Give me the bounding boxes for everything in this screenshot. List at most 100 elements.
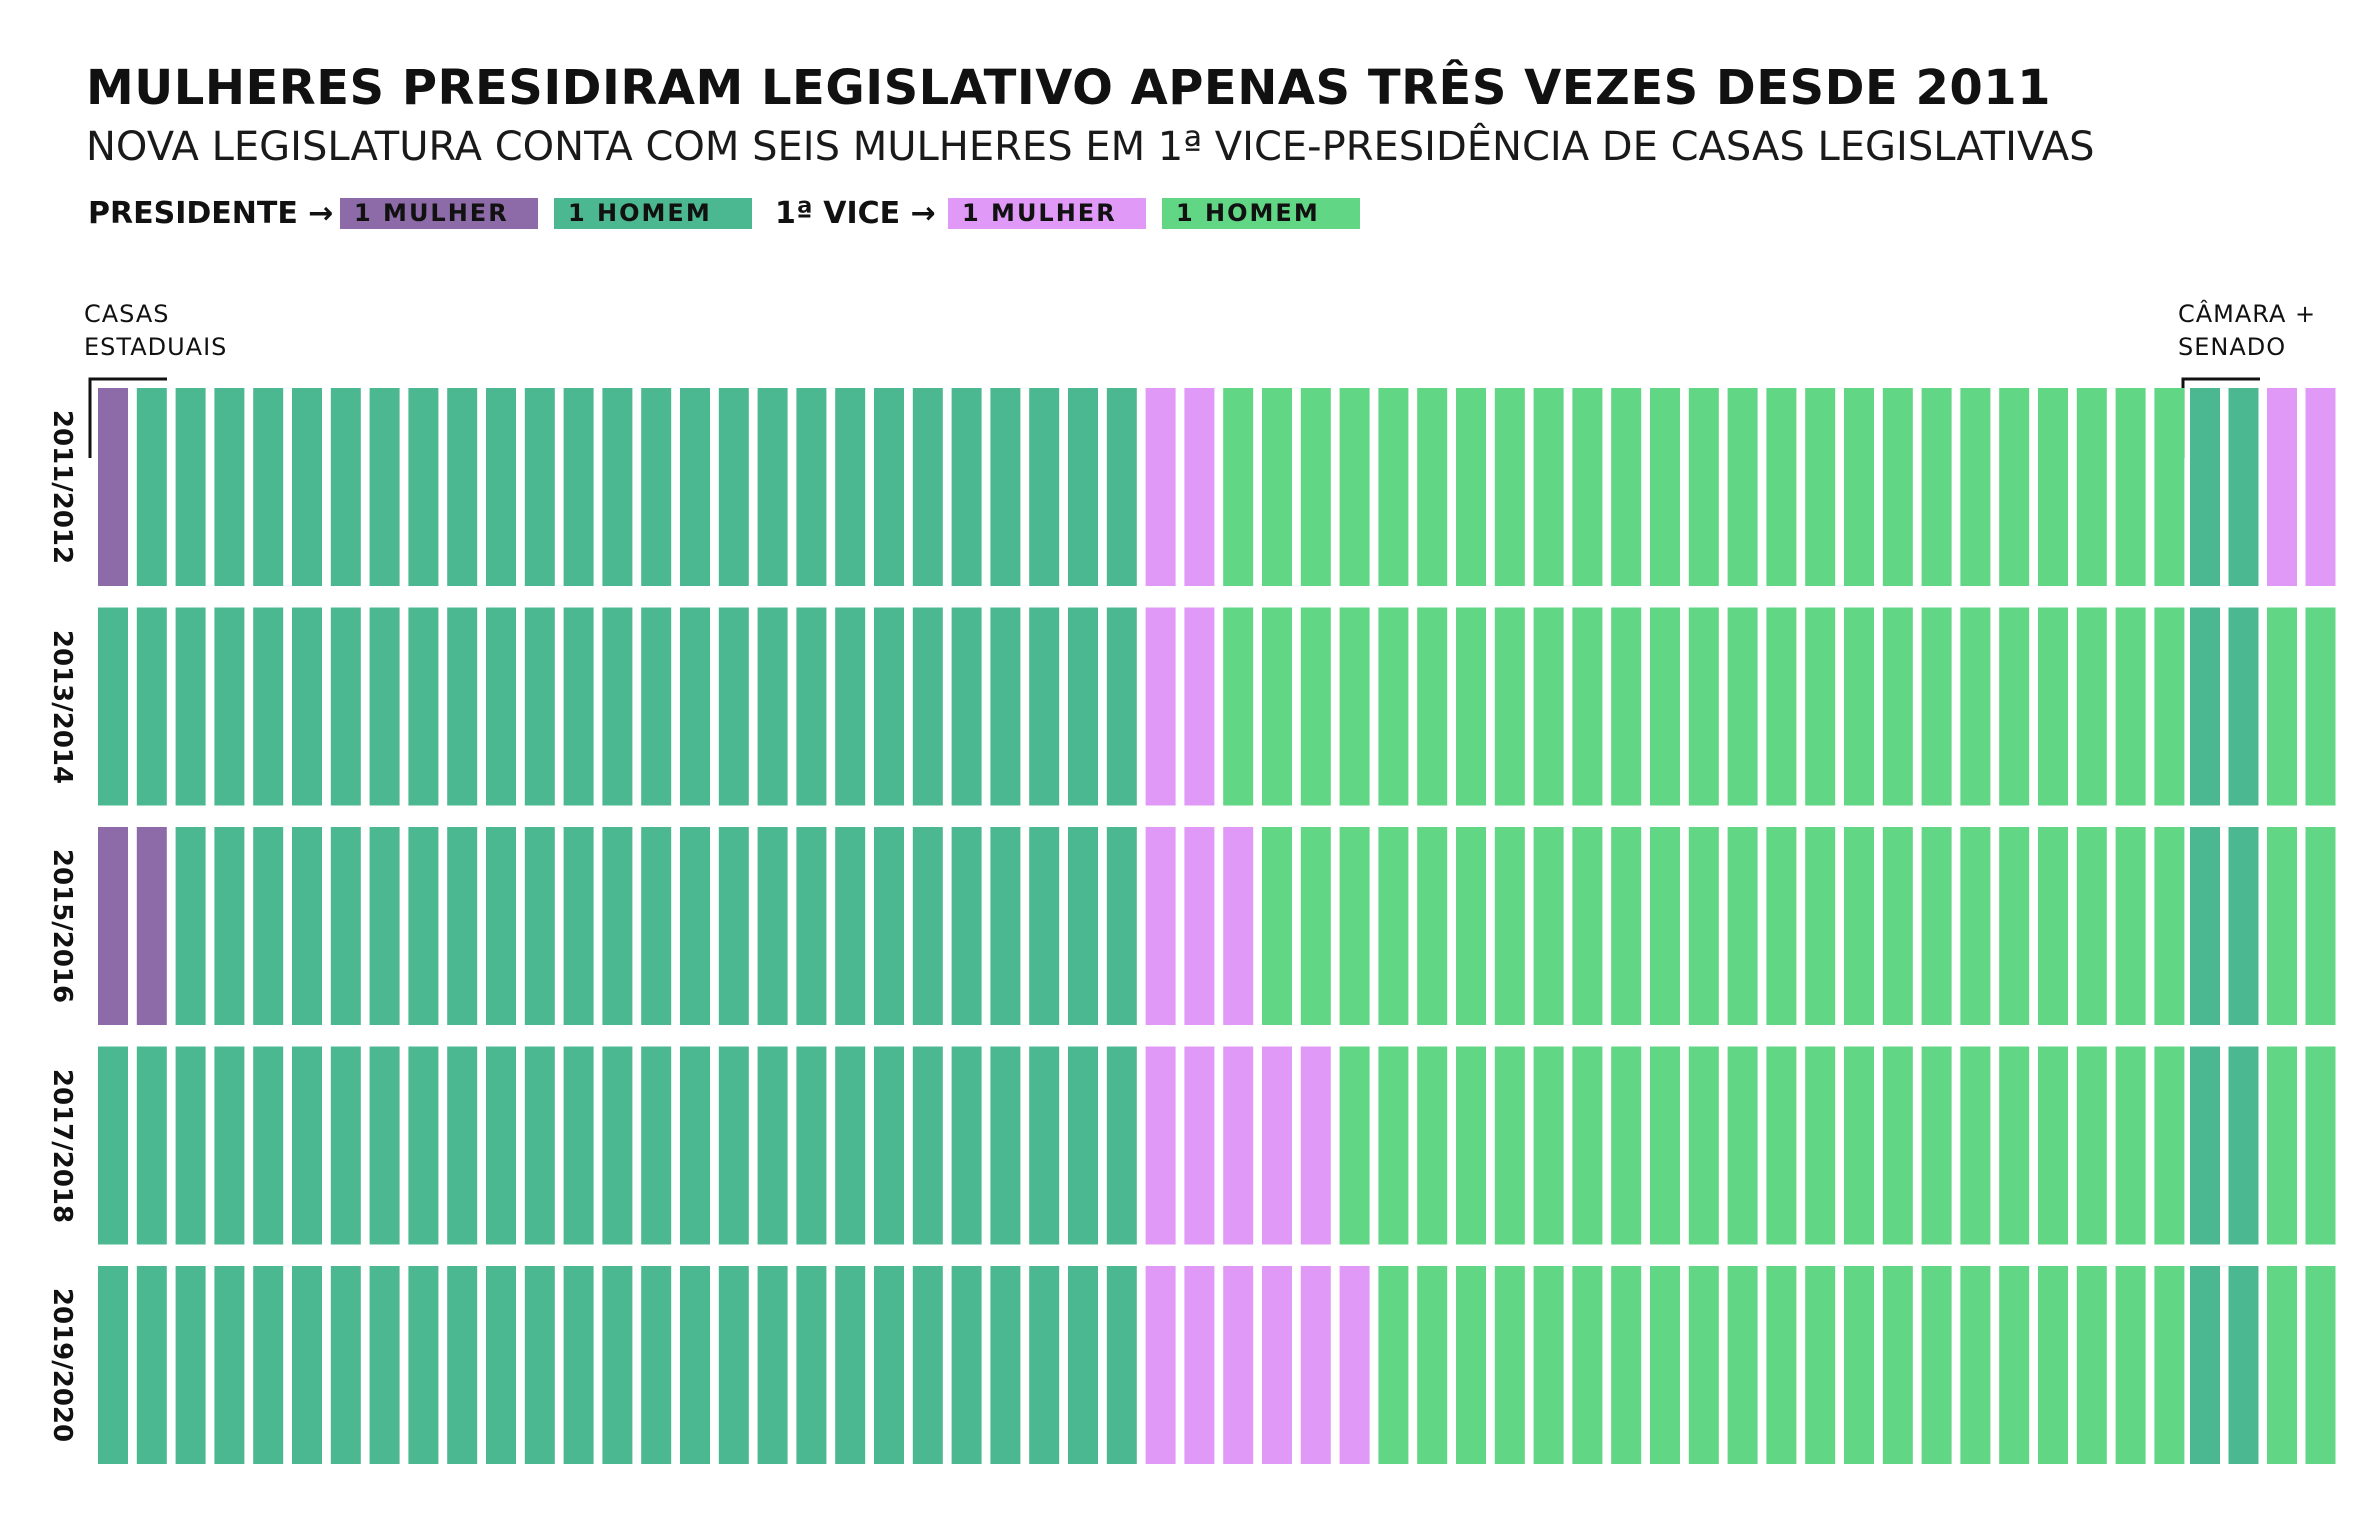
bar-state-president-man [1068,1046,1098,1245]
bar-state-vice-man [1378,388,1409,586]
bar-state-vice-man [1766,827,1797,1025]
bar-state-vice-man [1533,1046,1564,1245]
bar-state-vice-man [2154,827,2185,1025]
bar-state-president-man [253,827,284,1025]
bar-state-vice-man [2115,388,2146,586]
bar-state-vice-man [1262,388,1292,586]
bar-state-vice-woman [1145,607,1176,806]
bar-state-vice-man [1688,1266,1719,1464]
bar-federal-president-man [2228,607,2259,806]
bar-federal-vice-man [2305,827,2336,1025]
bar-state-vice-woman [1145,1266,1176,1464]
bar-state-president-man [524,1266,555,1464]
bar-state-vice-man [1533,388,1564,586]
bar-state-vice-man [2038,607,2068,806]
bar-state-president-man [835,1046,866,1245]
bar-state-president-man [214,1046,245,1245]
bar-state-president-man [912,827,943,1025]
bar-state-vice-man [1650,1266,1680,1464]
bar-state-president-man [990,388,1021,586]
bar-state-president-man [951,388,982,586]
bar-state-president-man [1068,1266,1098,1464]
bar-state-vice-man [1688,388,1719,586]
bar-state-president-man [602,388,633,586]
bar-state-president-man [757,607,788,806]
bar-state-president-man [136,388,167,586]
bar-state-vice-man [1882,607,1913,806]
legend-vice-woman: 1 MULHER [948,198,1146,229]
bar-state-vice-man [1882,388,1913,586]
bar-state-vice-man [1805,1266,1836,1464]
bar-state-president-man [175,607,206,806]
bar-state-vice-man [1882,1266,1913,1464]
bar-state-president-man [641,388,672,586]
bar-state-vice-woman [1300,1046,1331,1245]
bracket-estaduais [88,377,167,458]
bar-state-vice-woman [1262,1046,1292,1245]
bar-state-vice-man [1456,827,1486,1025]
bar-state-vice-man [2115,1266,2146,1464]
bar-state-president-man [447,607,478,806]
bar-state-president-man [874,388,904,586]
bar-state-president-man [990,607,1021,806]
bar-state-vice-man [1339,827,1370,1025]
bar-state-president-man [563,1046,594,1245]
bar-state-vice-man [2076,1266,2107,1464]
bar-federal-vice-man [2305,1266,2336,1464]
bar-state-president-man [835,388,866,586]
bar-state-vice-man [1999,1046,2030,1245]
bar-state-president-man [1106,388,1137,586]
bar-state-president-man [524,607,555,806]
bar-state-vice-man [2154,388,2185,586]
bar-state-president-man [447,388,478,586]
bar-state-vice-woman [1262,1266,1292,1464]
bar-state-vice-man [1456,388,1486,586]
bar-state-vice-man [1339,388,1370,586]
bar-state-president-man [874,1266,904,1464]
bar-state-vice-man [1611,827,1642,1025]
bar-state-vice-man [1921,388,1952,586]
bar-state-president-man [330,607,361,806]
bar-state-vice-man [1378,1046,1409,1245]
bar-state-president-man [175,1266,206,1464]
chart-subtitle: NOVA LEGISLATURA CONTA COM SEIS MULHERES… [86,124,2095,170]
bar-state-president-man [1029,388,1060,586]
bar-state-vice-woman [1184,388,1215,586]
bar-state-vice-man [1378,607,1409,806]
bar-state-vice-man [1494,1046,1525,1245]
bar-state-president-man [718,1266,749,1464]
bar-state-vice-man [1300,607,1331,806]
bar-state-president-man [98,1046,128,1245]
group-label-federal-line2: SENADO [2178,333,2287,361]
bar-state-president-man [757,388,788,586]
bar-state-vice-man [1494,607,1525,806]
bar-state-vice-man [1611,388,1642,586]
bar-state-president-man [136,607,167,806]
bar-state-president-man [990,1266,1021,1464]
bar-state-president-man [214,388,245,586]
bar-state-vice-woman [1223,1266,1254,1464]
bar-state-president-man [912,388,943,586]
bar-state-president-woman [136,827,167,1025]
bar-state-vice-man [1494,388,1525,586]
bar-state-vice-man [1688,1046,1719,1245]
bar-state-vice-man [1727,1046,1758,1245]
bar-federal-president-man [2190,388,2220,586]
bar-state-president-man [330,1046,361,1245]
bar-state-president-man [292,827,322,1025]
bar-state-president-man [214,607,245,806]
group-label-federal: CÂMARA + SENADO [2178,298,2316,364]
bar-state-vice-man [1999,388,2030,586]
bar-state-vice-man [2038,388,2068,586]
bar-state-president-man [369,1266,400,1464]
bar-state-vice-man [2154,1266,2185,1464]
bar-state-president-man [253,1266,284,1464]
bar-federal-president-man [2228,1266,2259,1464]
legend-president-man: 1 HOMEM [554,198,752,229]
bar-state-president-man [1029,1046,1060,1245]
bar-state-vice-man [1456,1046,1486,1245]
bar-state-president-man [292,1046,322,1245]
bar-state-vice-man [1766,388,1797,586]
bar-state-president-man [680,607,710,806]
bar-state-vice-man [1223,607,1254,806]
